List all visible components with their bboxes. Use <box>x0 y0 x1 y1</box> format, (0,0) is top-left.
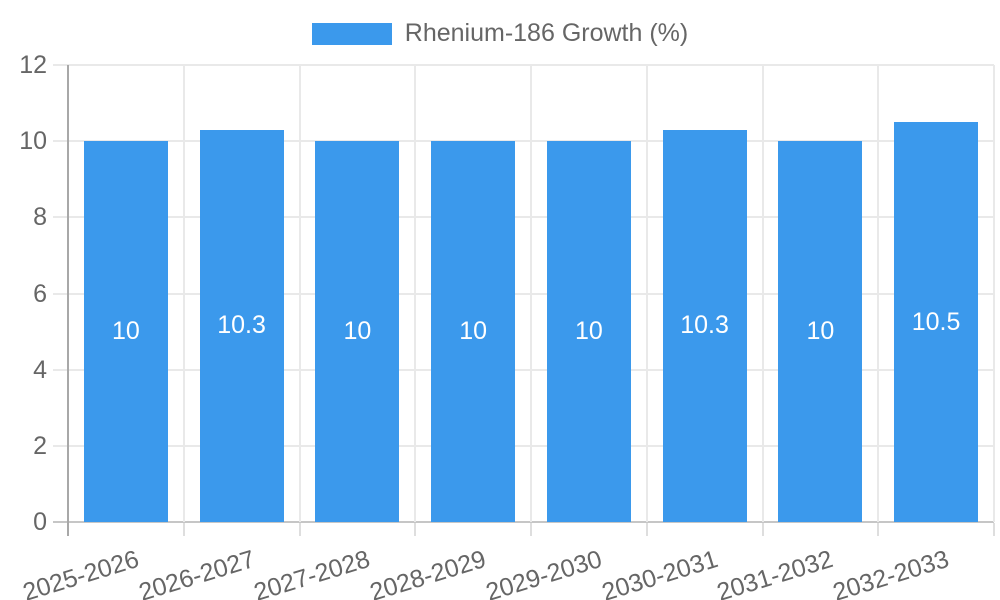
bar-value-label: 10 <box>111 317 140 346</box>
y-axis-line <box>67 65 69 536</box>
x-tick <box>414 523 417 536</box>
bar[interactable]: 10.3 <box>199 129 284 522</box>
bar-value-label: 10 <box>343 317 372 346</box>
y-axis-label: 8 <box>33 203 47 232</box>
gridline-v <box>877 65 880 522</box>
x-tick <box>993 523 995 536</box>
bar-value-label: 10 <box>806 317 835 346</box>
x-tick <box>530 523 532 536</box>
gridline-h <box>53 368 994 371</box>
legend-label: Rhenium-186 Growth (%) <box>404 19 689 47</box>
y-axis-label: 0 <box>33 508 47 536</box>
x-tick <box>298 523 301 536</box>
legend[interactable]: Rhenium-186 Growth (%) <box>0 19 1000 48</box>
y-axis-label: 2 <box>33 431 47 460</box>
gridline-v <box>530 65 532 522</box>
x-tick <box>645 523 648 536</box>
x-tick <box>877 523 880 536</box>
x-tick <box>761 523 764 536</box>
bar-value-label: 10 <box>459 317 487 346</box>
bar[interactable]: 10 <box>83 141 168 522</box>
gridline-h <box>53 140 994 143</box>
gridline-v <box>298 65 301 522</box>
bar-value-label: 10.3 <box>217 311 266 340</box>
y-axis-label: 6 <box>33 279 47 308</box>
bar[interactable]: 10 <box>778 141 863 522</box>
gridline-v <box>182 65 185 522</box>
bar-value-label: 10.5 <box>911 307 961 336</box>
bar-value-label: 10.3 <box>680 311 729 340</box>
y-axis-label: 4 <box>33 355 47 384</box>
gridline-h <box>53 64 994 66</box>
bar[interactable]: 10.3 <box>662 129 747 522</box>
x-tick <box>182 523 185 536</box>
gridline-v <box>761 65 764 522</box>
legend-swatch <box>311 22 392 45</box>
bar[interactable]: 10 <box>431 141 516 522</box>
bar[interactable]: 10.5 <box>894 122 979 522</box>
gridline-v <box>645 65 648 522</box>
gridline-v <box>993 65 995 522</box>
gridline-h <box>53 216 994 219</box>
y-axis-label: 12 <box>19 51 47 79</box>
gridline-h <box>53 292 994 295</box>
bar[interactable]: 10 <box>315 141 400 522</box>
gridline-v <box>414 65 417 522</box>
bar-value-label: 10 <box>574 317 603 346</box>
gridline-h <box>53 444 994 447</box>
x-axis-line <box>53 521 994 523</box>
bar[interactable]: 10 <box>546 141 631 522</box>
y-axis-label: 10 <box>19 127 47 156</box>
